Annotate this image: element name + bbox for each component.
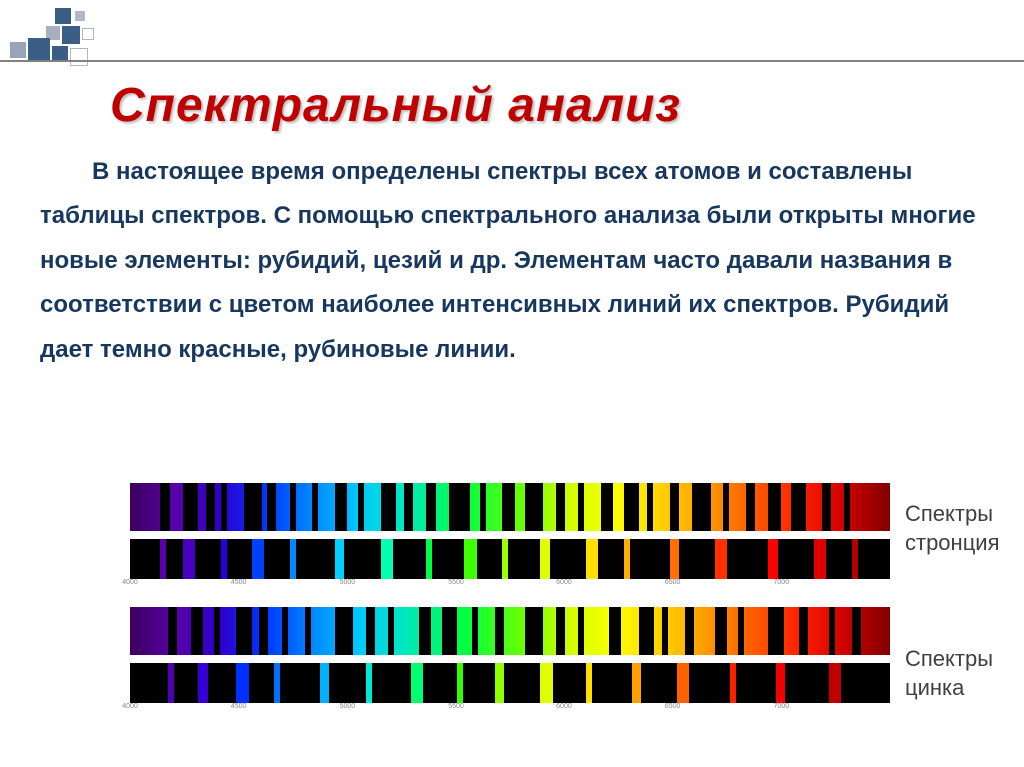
wavelength-ticks: 4000450050005500600065007000 xyxy=(130,703,890,715)
spectrum-strontium-absorption xyxy=(130,483,890,531)
spectrum-strontium-emission: 4000450050005500600065007000 xyxy=(130,539,890,579)
emission-lines xyxy=(130,539,890,579)
label-strontium: Спектры стронция xyxy=(905,500,1015,557)
spectrum-zinc-absorption xyxy=(130,607,890,655)
spectrum-zinc-emission: 4000450050005500600065007000 xyxy=(130,663,890,703)
body-text: В настоящее время определены спектры все… xyxy=(40,150,980,372)
spectra-container: 4000450050005500600065007000 40004500500… xyxy=(130,483,890,711)
wavelength-ticks: 4000450050005500600065007000 xyxy=(130,579,890,591)
absorption-lines xyxy=(130,483,890,531)
header-rule xyxy=(0,60,1024,62)
label-zinc: Спектры цинка xyxy=(905,645,1015,702)
slide-title: Спектральный анализ xyxy=(110,78,681,133)
absorption-lines xyxy=(130,607,890,655)
slide-corner-decoration xyxy=(10,8,160,68)
emission-lines xyxy=(130,663,890,703)
